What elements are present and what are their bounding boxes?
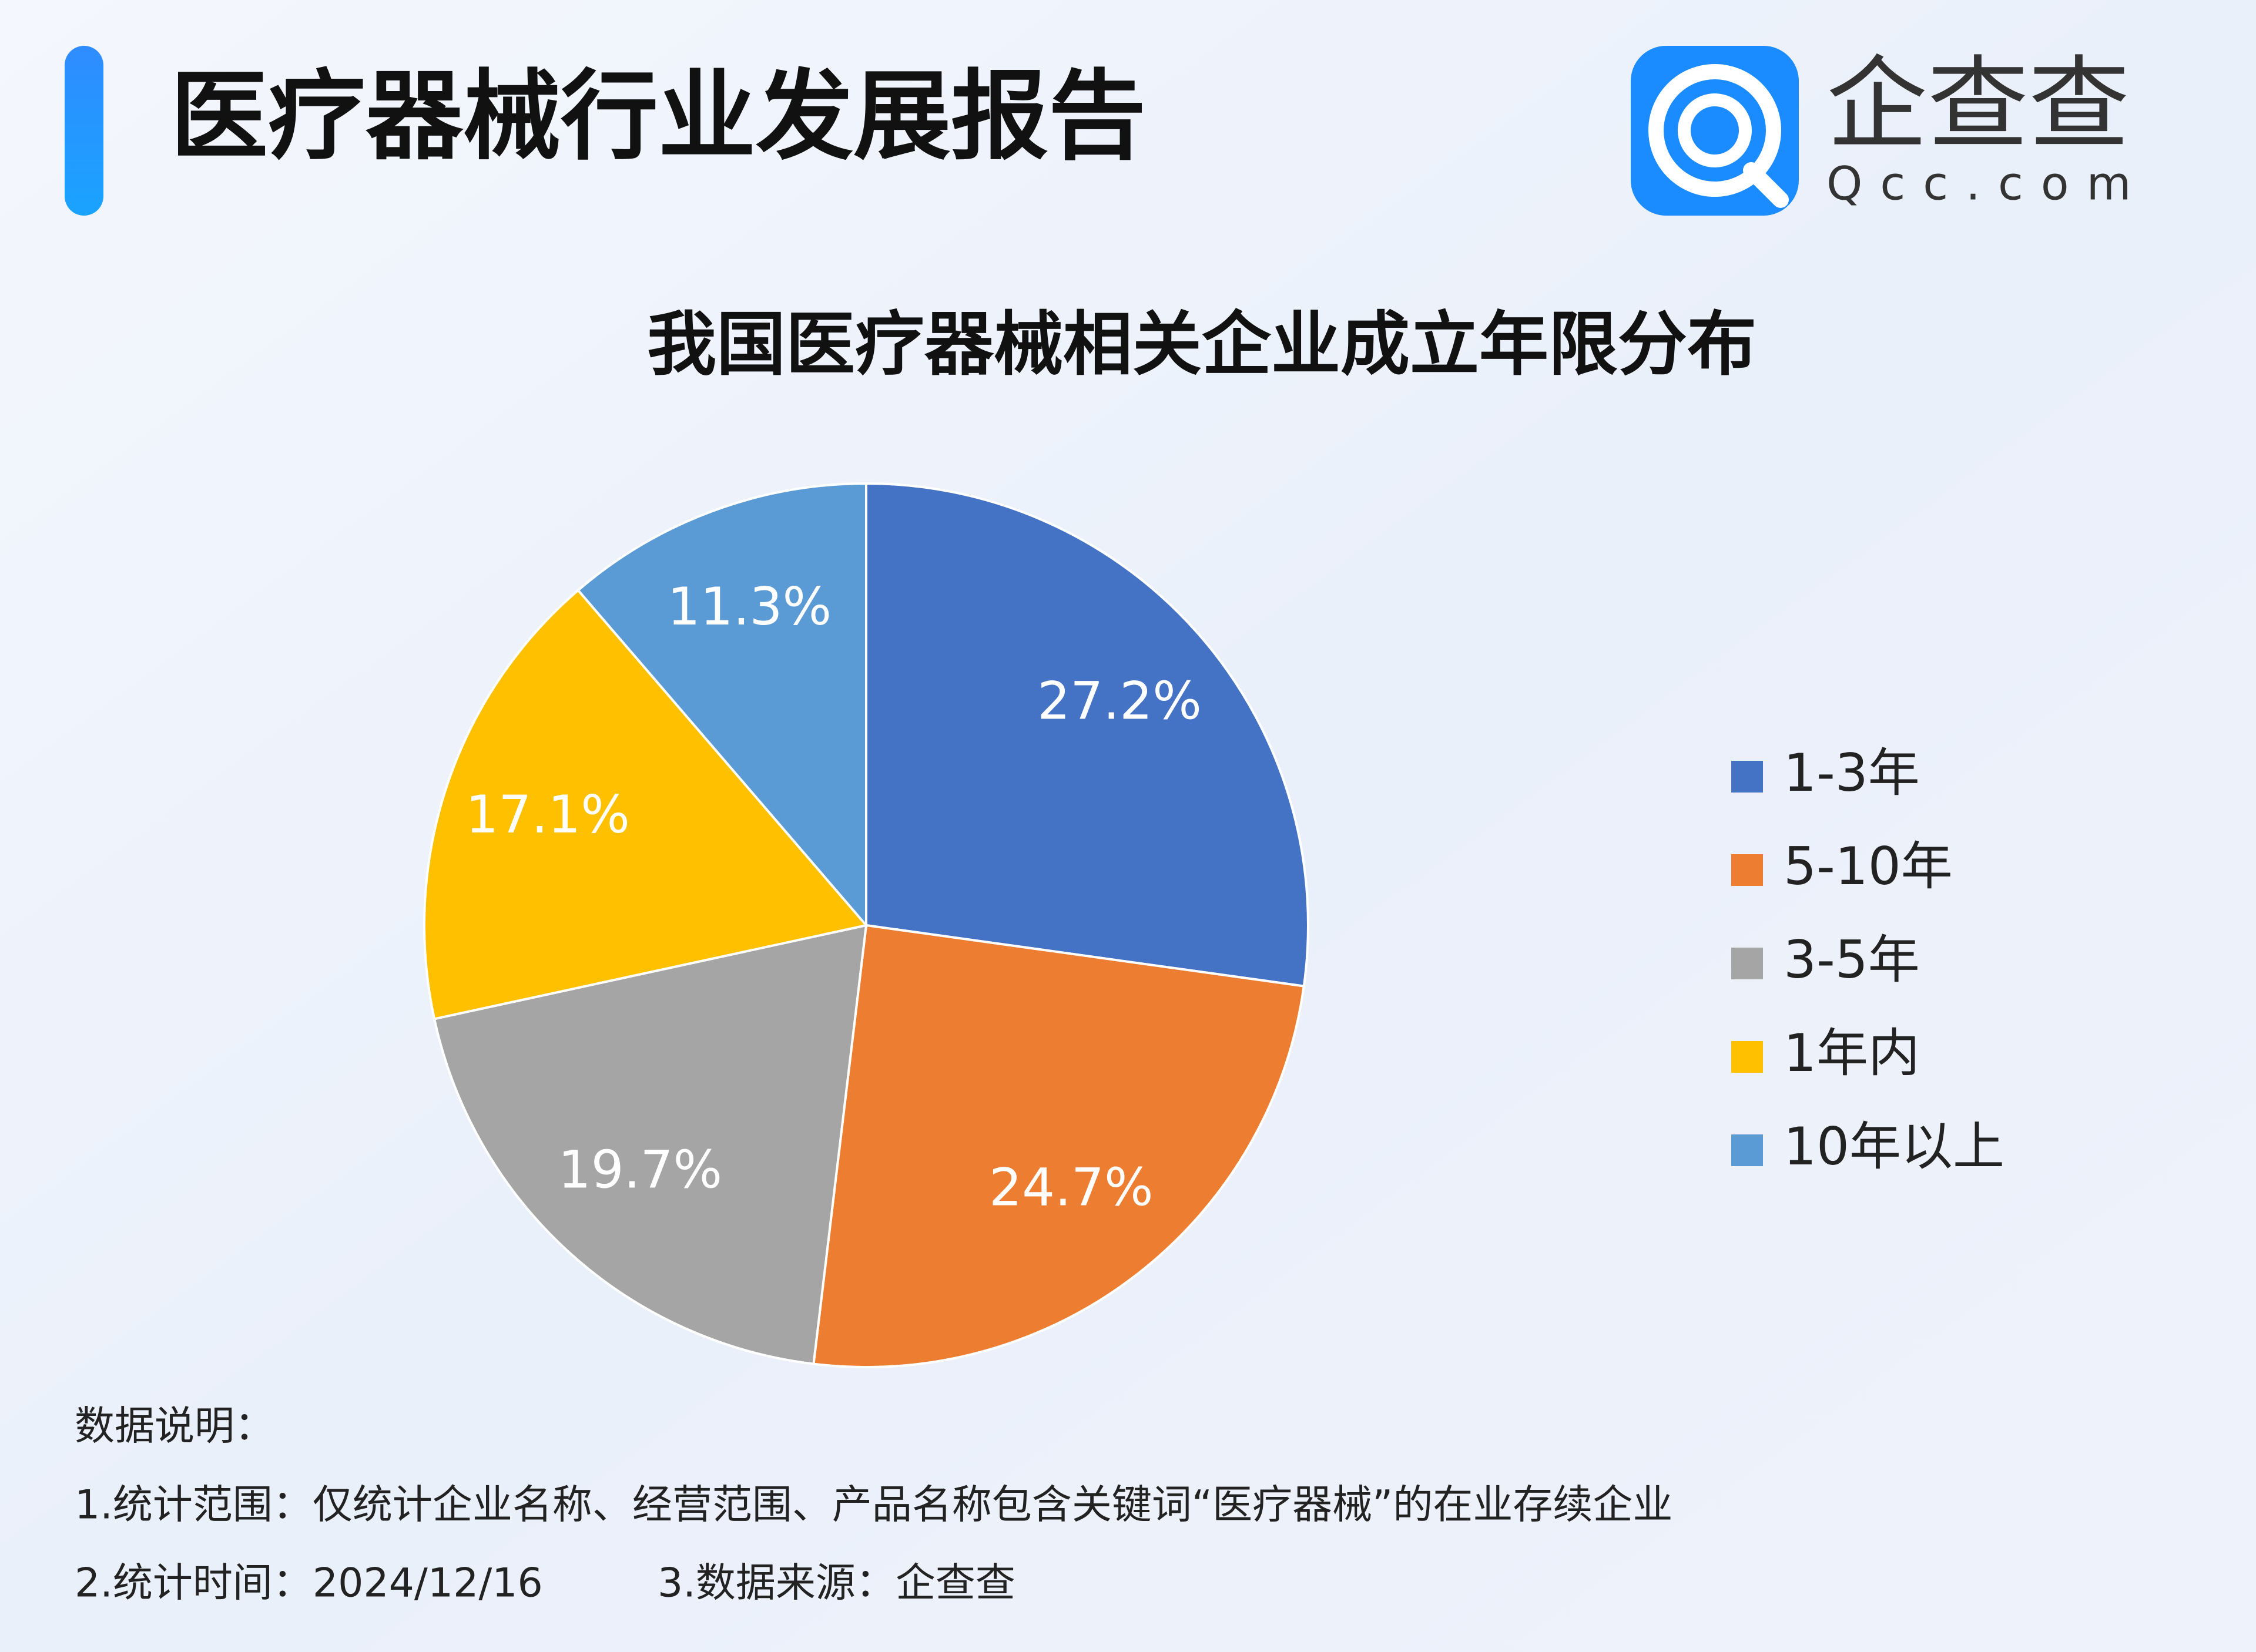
legend-swatch bbox=[1731, 1041, 1763, 1073]
note: 1.统计范围：仅统计企业名称、经营范围、产品名称包含关键词“医疗器械”的在业存续… bbox=[75, 1482, 1672, 1529]
pie: 27.2% 24.7% 19.7% 17.1% 11.3% bbox=[423, 482, 1309, 1369]
data-label: 27.2% bbox=[1037, 671, 1202, 731]
legend-swatch bbox=[1731, 854, 1763, 886]
pie-slice bbox=[423, 588, 869, 1020]
header-bar bbox=[65, 46, 103, 216]
chart-title: 我国医疗器械相关企业成立年限分布 bbox=[647, 304, 1756, 385]
legend-label: 1-3年 bbox=[1784, 743, 1920, 803]
pie-slice bbox=[865, 482, 1309, 988]
data-label: 24.7% bbox=[989, 1157, 1154, 1218]
logo-name: 企查查 bbox=[1826, 45, 2130, 163]
data-label: 17.1% bbox=[465, 784, 630, 845]
legend-label: 1年内 bbox=[1784, 1023, 1920, 1083]
legend: 1-3年 5-10年 3-5年 1年内 10年以上 bbox=[1731, 743, 2004, 1177]
legend-label: 5-10年 bbox=[1784, 836, 1953, 896]
note: 3.数据来源：企查查 bbox=[658, 1560, 1015, 1607]
legend-swatch bbox=[1731, 761, 1763, 793]
data-label: 19.7% bbox=[558, 1140, 723, 1200]
logo-icon bbox=[1631, 46, 1799, 216]
pie-slice bbox=[812, 924, 1306, 1369]
pie-slice bbox=[576, 482, 867, 929]
legend-label: 3-5年 bbox=[1784, 929, 1920, 990]
legend-swatch bbox=[1731, 948, 1763, 979]
logo-domain: Qcc.com bbox=[1826, 157, 2149, 210]
legend-swatch bbox=[1731, 1134, 1763, 1166]
data-label: 11.3% bbox=[668, 576, 832, 637]
legend-label: 10年以上 bbox=[1784, 1116, 2004, 1177]
note: 2.统计时间：2024/12/16 bbox=[75, 1560, 543, 1607]
header-title: 医疗器械行业发展报告 bbox=[170, 60, 1146, 173]
notes-heading: 数据说明： bbox=[75, 1403, 274, 1450]
pie-slice bbox=[433, 924, 868, 1365]
